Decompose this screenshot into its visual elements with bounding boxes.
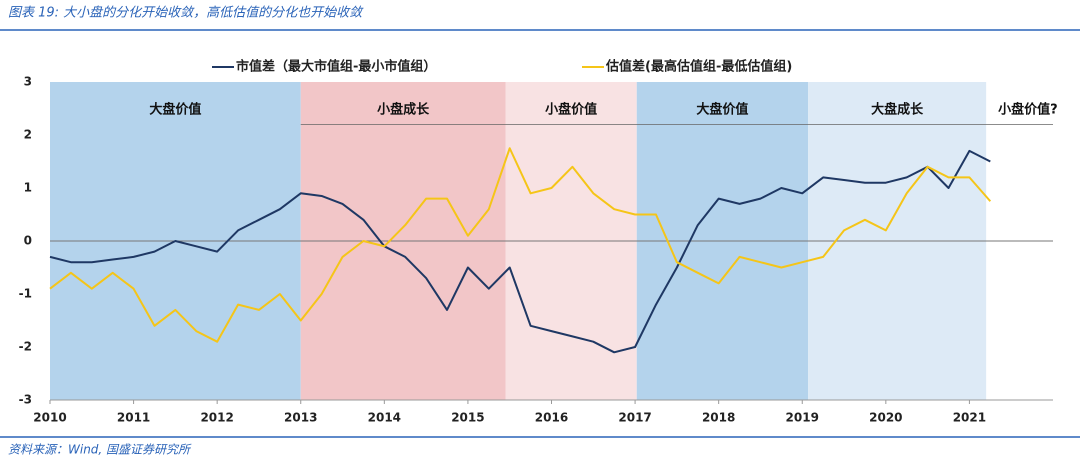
x-tick-label: 2013 bbox=[284, 411, 317, 425]
x-tick-label: 2017 bbox=[618, 411, 651, 425]
series-line bbox=[49, 147, 992, 343]
x-tick-label: 2020 bbox=[869, 411, 902, 425]
y-tick-label: 2 bbox=[24, 128, 32, 142]
region-label: 大盘成长 bbox=[871, 102, 924, 118]
region-label: 大盘价值 bbox=[149, 102, 201, 118]
y-tick-label: -2 bbox=[19, 340, 32, 354]
x-tick-label: 2014 bbox=[368, 411, 401, 425]
x-tick-label: 2021 bbox=[953, 411, 986, 425]
x-tick-label: 2018 bbox=[702, 411, 735, 425]
y-tick-label: 3 bbox=[24, 75, 32, 89]
x-tick-label: 2012 bbox=[200, 411, 233, 425]
legend-label: 市值差（最大市值组-最小市值组） bbox=[236, 59, 436, 75]
region-label: 小盘成长 bbox=[377, 102, 430, 118]
y-tick-label: -3 bbox=[19, 393, 32, 407]
x-tick-label: 2019 bbox=[786, 411, 819, 425]
region-label: 大盘价值 bbox=[696, 102, 748, 118]
region-label: 小盘价值 bbox=[545, 102, 597, 118]
source: 资料来源：Wind, 国盛证券研究所 bbox=[8, 443, 192, 457]
legend-label: 估值差(最高估值组-最低估值组) bbox=[605, 59, 792, 75]
y-tick-label: 1 bbox=[24, 181, 32, 195]
x-tick-label: 2016 bbox=[535, 411, 568, 425]
series-line bbox=[49, 149, 991, 354]
y-tick-label: -1 bbox=[19, 287, 32, 301]
x-tick-label: 2015 bbox=[451, 411, 484, 425]
x-tick-label: 2010 bbox=[33, 411, 66, 425]
y-tick-label: 0 bbox=[24, 234, 32, 248]
annotation: 小盘价值? bbox=[998, 102, 1058, 118]
chart-title: 图表 19: 大小盘的分化开始收敛，高低估值的分化也开始收敛 bbox=[8, 5, 364, 21]
x-tick-label: 2011 bbox=[117, 411, 150, 425]
